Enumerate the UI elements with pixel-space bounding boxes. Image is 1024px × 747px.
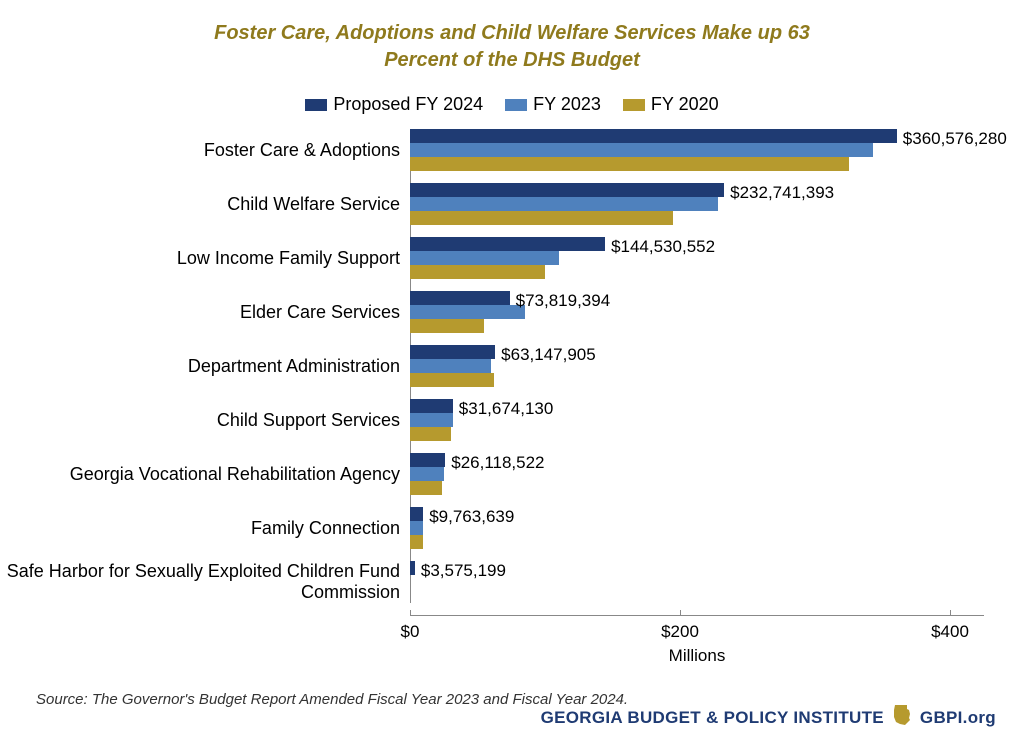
category-label: Family Connection — [0, 518, 410, 539]
value-label: $26,118,522 — [451, 453, 544, 473]
value-label: $31,674,130 — [459, 399, 554, 419]
bar-group: $144,530,552 — [410, 237, 984, 279]
category-label: Georgia Vocational Rehabilitation Agency — [0, 464, 410, 485]
category-label: Low Income Family Support — [0, 248, 410, 269]
bar-group: $360,576,280 — [410, 129, 984, 171]
value-label: $3,575,199 — [421, 561, 506, 581]
value-label: $232,741,393 — [730, 183, 834, 203]
x-axis: Millions $0 $200 $400 — [0, 615, 984, 667]
x-tick — [410, 610, 411, 616]
value-label: $73,819,394 — [516, 291, 611, 311]
source-note: Source: The Governor's Budget Report Ame… — [0, 667, 1024, 708]
bar — [410, 373, 494, 387]
value-label: $9,763,639 — [429, 507, 514, 527]
bar — [410, 399, 453, 413]
legend-swatch — [305, 99, 327, 111]
bar — [410, 359, 491, 373]
category-label: Child Welfare Service — [0, 194, 410, 215]
chart-title: Foster Care, Adoptions and Child Welfare… — [0, 0, 1024, 80]
category-label: Elder Care Services — [0, 302, 410, 323]
bar-group: $232,741,393 — [410, 183, 984, 225]
chart-row: Family Connection $9,763,639 — [0, 507, 984, 549]
bar — [410, 413, 453, 427]
bar — [410, 561, 415, 575]
x-tick — [680, 610, 681, 616]
chart-row: Safe Harbor for Sexually Exploited Child… — [0, 561, 984, 603]
bar — [410, 211, 673, 225]
legend-label: Proposed FY 2024 — [333, 94, 483, 115]
footer-org: GEORGIA BUDGET & POLICY INSTITUTE — [541, 708, 884, 728]
bar — [410, 183, 724, 197]
value-label: $144,530,552 — [611, 237, 715, 257]
category-label: Foster Care & Adoptions — [0, 140, 410, 161]
bar — [410, 345, 495, 359]
title-line-2: Percent of the DHS Budget — [120, 47, 904, 74]
x-tick-label: $400 — [931, 622, 969, 642]
chart-row: Georgia Vocational Rehabilitation Agency… — [0, 453, 984, 495]
bar — [410, 251, 559, 265]
category-label: Child Support Services — [0, 410, 410, 431]
x-tick-label: $0 — [401, 622, 420, 642]
x-tick — [950, 610, 951, 616]
bar — [410, 129, 897, 143]
bar — [410, 453, 445, 467]
chart-row: Child Support Services $31,674,130 — [0, 399, 984, 441]
bar-group: $9,763,639 — [410, 507, 984, 549]
bar — [410, 237, 605, 251]
legend-item: Proposed FY 2024 — [305, 94, 483, 115]
chart-row: Department Administration $63,147,905 — [0, 345, 984, 387]
category-label: Department Administration — [0, 356, 410, 377]
legend-swatch — [623, 99, 645, 111]
bar — [410, 319, 484, 333]
bar — [410, 427, 451, 441]
bar — [410, 481, 442, 495]
bar-group: $31,674,130 — [410, 399, 984, 441]
legend-label: FY 2020 — [651, 94, 719, 115]
bar — [410, 197, 718, 211]
legend-item: FY 2020 — [623, 94, 719, 115]
legend-swatch — [505, 99, 527, 111]
value-label: $63,147,905 — [501, 345, 596, 365]
bar — [410, 291, 510, 305]
bar — [410, 521, 423, 535]
footer: GEORGIA BUDGET & POLICY INSTITUTE GBPI.o… — [541, 704, 996, 731]
bar-group: $3,575,199 — [410, 561, 984, 603]
footer-site: GBPI.org — [920, 708, 996, 728]
legend-label: FY 2023 — [533, 94, 601, 115]
chart-row: Foster Care & Adoptions$360,576,280 — [0, 129, 984, 171]
x-axis-title: Millions — [669, 646, 726, 666]
georgia-state-icon — [892, 704, 912, 731]
chart-row: Low Income Family Support $144,530,552 — [0, 237, 984, 279]
legend: Proposed FY 2024 FY 2023 FY 2020 — [0, 80, 1024, 129]
bar-group: $26,118,522 — [410, 453, 984, 495]
bar — [410, 157, 849, 171]
bar — [410, 265, 545, 279]
chart-area: Foster Care & Adoptions$360,576,280Child… — [0, 129, 1024, 667]
category-label: Safe Harbor for Sexually Exploited Child… — [0, 561, 410, 602]
chart-row: Elder Care Services $73,819,394 — [0, 291, 984, 333]
chart-row: Child Welfare Service $232,741,393 — [0, 183, 984, 225]
legend-item: FY 2023 — [505, 94, 601, 115]
bar — [410, 507, 423, 521]
bar-group: $63,147,905 — [410, 345, 984, 387]
bar — [410, 143, 873, 157]
x-tick-label: $200 — [661, 622, 699, 642]
bar — [410, 535, 423, 549]
title-line-1: Foster Care, Adoptions and Child Welfare… — [120, 20, 904, 47]
bar — [410, 305, 525, 319]
value-label: $360,576,280 — [903, 129, 1007, 149]
bar-group: $73,819,394 — [410, 291, 984, 333]
bar — [410, 467, 444, 481]
